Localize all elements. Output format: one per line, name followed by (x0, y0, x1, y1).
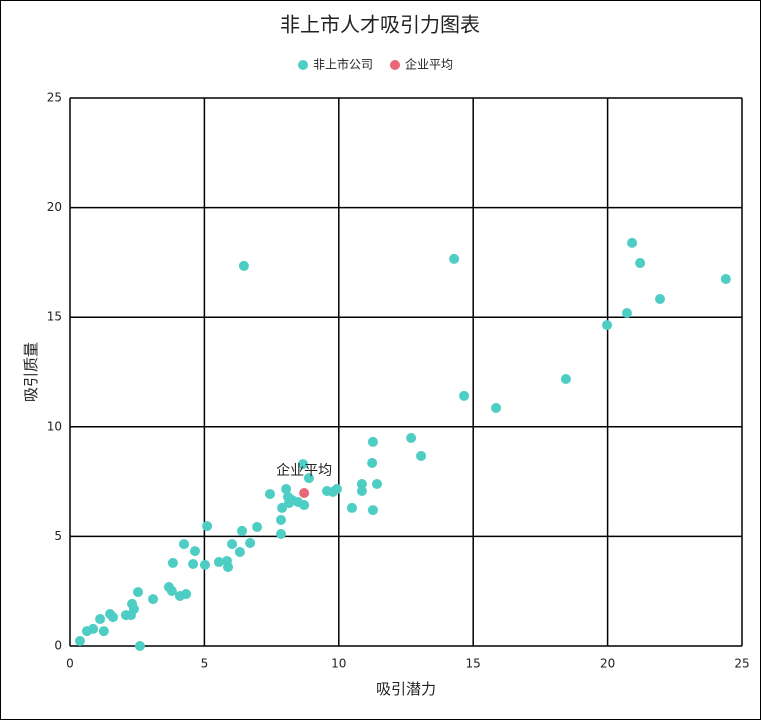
x-axis-label: 吸引潜力 (376, 680, 436, 698)
point (202, 521, 213, 532)
point (181, 589, 192, 600)
legend-label: 企业平均 (405, 57, 453, 72)
point (108, 612, 119, 623)
point (346, 502, 357, 513)
point (74, 635, 85, 646)
point (303, 473, 314, 484)
point (281, 484, 292, 495)
x-tick-label: 25 (734, 657, 749, 671)
point (213, 557, 224, 568)
point (416, 450, 427, 461)
y-tick-label: 15 (47, 310, 62, 324)
point (134, 641, 145, 651)
legend-marker (298, 60, 308, 70)
point (245, 537, 256, 548)
point (98, 626, 109, 637)
point (367, 505, 378, 516)
point (148, 594, 159, 605)
point (367, 457, 378, 468)
point (252, 521, 263, 532)
x-tick-label: 10 (331, 657, 346, 671)
point (133, 587, 144, 598)
point (298, 459, 309, 470)
point (189, 546, 200, 557)
point (178, 539, 189, 550)
y-tick-label: 5 (54, 529, 62, 543)
legend-marker (390, 60, 400, 70)
point (602, 320, 613, 331)
point (356, 486, 367, 497)
point (167, 557, 178, 568)
point (406, 432, 417, 443)
point (166, 585, 177, 596)
point (621, 308, 632, 319)
point (635, 258, 646, 269)
point (449, 253, 460, 264)
point (227, 539, 238, 550)
point (299, 487, 310, 498)
y-tick-label: 0 (54, 639, 62, 653)
legend-label: 非上市公司 (313, 57, 373, 72)
point (459, 390, 470, 401)
y-tick-label: 10 (47, 419, 62, 433)
point (223, 562, 234, 573)
point (560, 374, 571, 385)
point (277, 502, 288, 513)
point (299, 500, 310, 511)
point (276, 514, 287, 525)
x-tick-label: 15 (466, 657, 481, 671)
point (238, 260, 249, 271)
point (331, 484, 342, 495)
x-tick-label: 5 (201, 657, 209, 671)
point (88, 623, 99, 634)
point (128, 603, 139, 614)
point (720, 274, 731, 285)
y-tick-label: 20 (47, 200, 62, 214)
point (237, 525, 248, 536)
point (199, 559, 210, 570)
y-axis-label: 吸引质量 (22, 342, 40, 402)
point (367, 436, 378, 447)
point (356, 479, 367, 490)
x-tick-label: 0 (66, 657, 74, 671)
point (95, 614, 106, 625)
annotation: 企业平均 (276, 462, 332, 479)
chart-title: 非上市人才吸引力图表 (280, 13, 480, 37)
point (491, 402, 502, 413)
point (371, 479, 382, 490)
point (264, 489, 275, 500)
point (627, 237, 638, 248)
point (276, 528, 287, 539)
x-tick-label: 20 (600, 657, 615, 671)
y-tick-label: 25 (47, 91, 62, 105)
point (655, 294, 666, 305)
point (188, 559, 199, 570)
point (234, 546, 245, 557)
